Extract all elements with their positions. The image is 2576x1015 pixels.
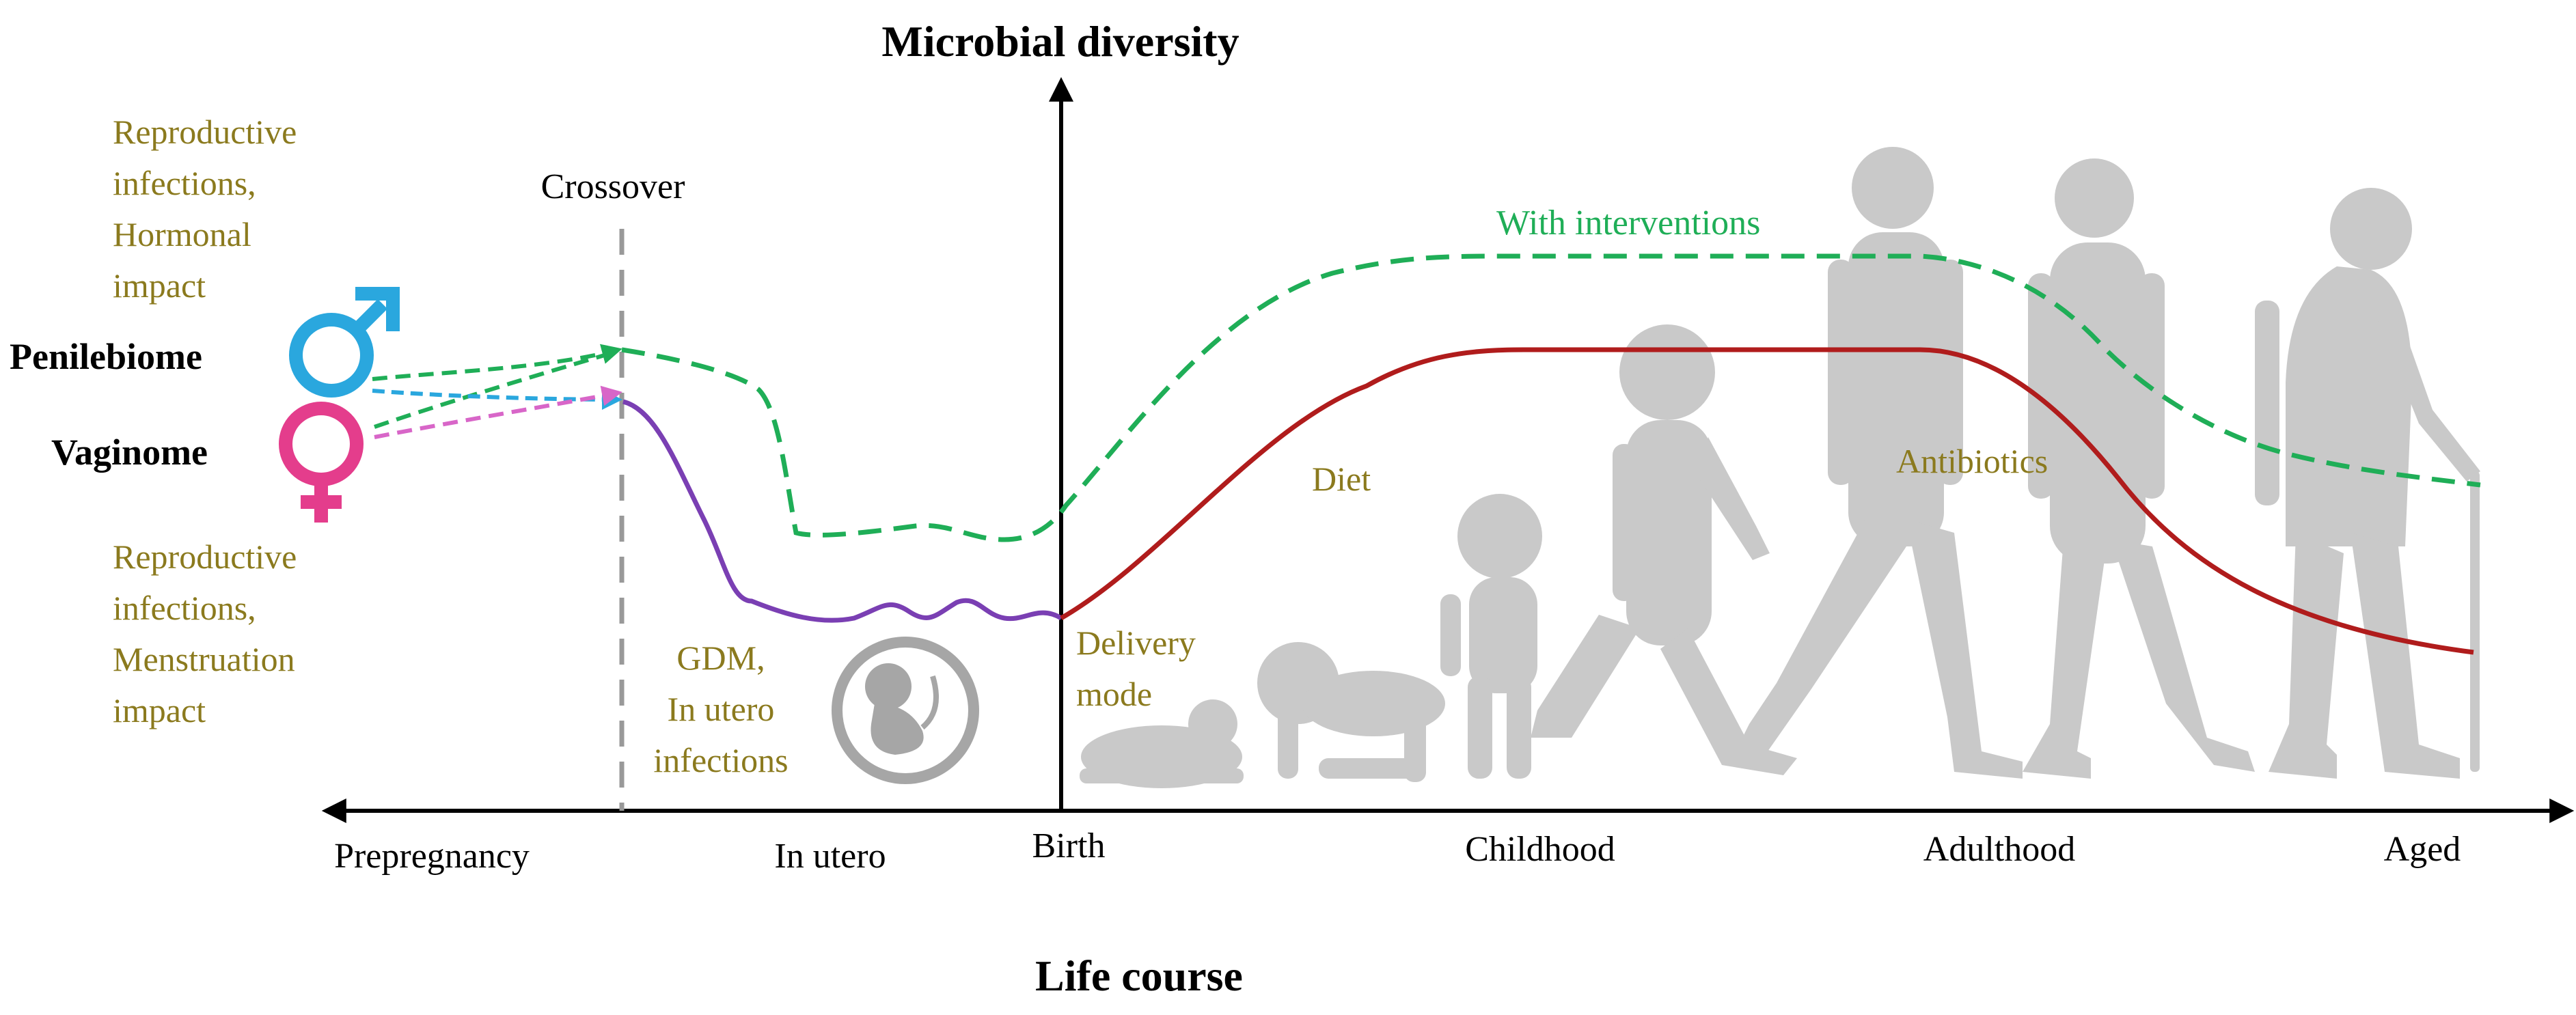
male-factor-line-2: infections, — [113, 164, 256, 202]
y-axis-title: Microbial diversity — [881, 17, 1239, 66]
adult-silhouette — [1736, 147, 2023, 779]
fetus-icon — [832, 637, 979, 784]
male-factors-label: Reproductive infections, Hormonal impact — [113, 113, 297, 305]
interventions-green-curve — [621, 253, 2481, 542]
male-factor-line-4: impact — [113, 266, 206, 305]
in-utero-factor-line-2: In utero — [668, 690, 775, 728]
crawling-baby-silhouette — [1257, 642, 1445, 782]
female-factor-line-1: Reproductive — [113, 538, 297, 576]
penilebiome-label: Penilebiome — [10, 336, 202, 377]
antibiotics-label: Antibiotics — [1896, 442, 2048, 480]
delivery-line-1: Delivery — [1076, 624, 1196, 662]
female-symbol-icon — [279, 402, 364, 523]
female-factor-line-3: Menstruation — [113, 640, 295, 678]
male-symbol-icon — [289, 287, 400, 398]
male-factor-line-3: Hormonal — [113, 215, 251, 253]
vaginome-label: Vaginome — [51, 432, 208, 473]
vaginal-green-dashed-line — [374, 349, 619, 429]
delivery-mode-label: Delivery mode — [1076, 624, 1196, 713]
newborn-silhouette — [1080, 699, 1244, 788]
female-factor-line-4: impact — [113, 691, 206, 729]
in-utero-purple-curve — [622, 399, 1063, 623]
female-factors-label: Reproductive infections, Menstruation im… — [113, 538, 297, 729]
crossover-label: Crossover — [541, 167, 685, 206]
natural-red-curve — [1060, 347, 2474, 655]
aged-silhouette — [2255, 188, 2480, 779]
male-factor-line-1: Reproductive — [113, 113, 297, 151]
diet-label: Diet — [1312, 460, 1371, 498]
older-adult-silhouette — [2023, 158, 2255, 779]
penile-green-dashed-line — [372, 344, 622, 381]
stage-label-aged: Aged — [2384, 830, 2461, 869]
human-growth-silhouettes — [1080, 147, 2480, 788]
interventions-label: With interventions — [1496, 204, 1760, 242]
stage-label-birth: Birth — [1032, 826, 1106, 865]
female-factor-line-2: infections, — [113, 589, 256, 627]
in-utero-factors-label: GDM, In utero infections — [653, 639, 788, 779]
x-axis-title: Life course — [1035, 951, 1243, 1000]
stage-label-in-utero: In utero — [774, 837, 886, 876]
vaginal-pink-dashed-line — [374, 385, 622, 439]
stage-label-childhood: Childhood — [1465, 830, 1615, 869]
stage-label-adulthood: Adulthood — [1923, 830, 2075, 869]
toddler-silhouette — [1440, 494, 1542, 779]
child-silhouette — [1531, 324, 1797, 775]
delivery-line-2: mode — [1076, 675, 1152, 713]
in-utero-factor-line-3: infections — [653, 741, 788, 779]
in-utero-factor-line-1: GDM, — [676, 639, 765, 677]
stage-label-preconception: Prepregnancy — [334, 837, 530, 876]
